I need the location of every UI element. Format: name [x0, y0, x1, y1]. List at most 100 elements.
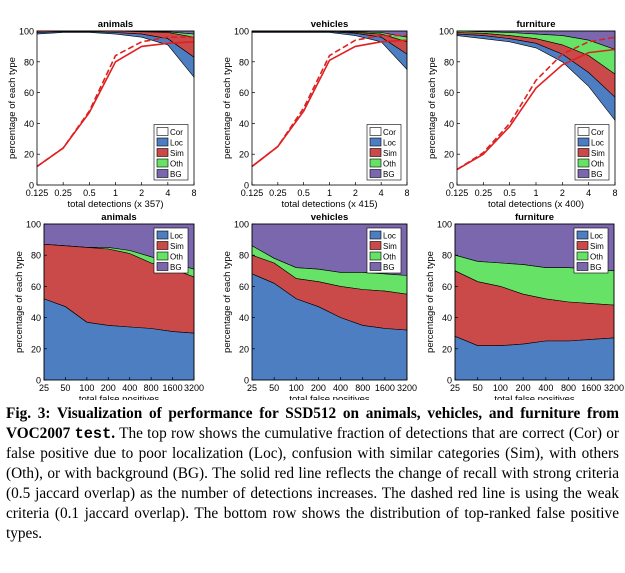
caption-body: The top row shows the cumulative fractio…: [6, 425, 619, 542]
x-axis-label: total detections (x 357): [67, 199, 163, 210]
legend-swatch-oth: [369, 158, 382, 168]
x-tick-label: 0.125: [241, 188, 264, 198]
x-tick-label: 400: [538, 383, 553, 393]
x-tick-label: 25: [247, 383, 257, 393]
chart-title: vehicles: [311, 19, 349, 30]
legend-label-oth: Oth: [170, 253, 183, 262]
x-tick-label: 100: [289, 383, 304, 393]
x-tick-label: 200: [516, 383, 531, 393]
recall-weak-line: [36, 36, 194, 168]
legend-label-sim: Sim: [170, 242, 184, 251]
y-axis-label: percentage of each type: [425, 251, 436, 353]
y-tick-label: 0: [449, 181, 454, 191]
recall-strong-line: [456, 48, 616, 171]
x-tick-label: 400: [333, 383, 348, 393]
y-tick-label: 20: [239, 344, 249, 354]
x-tick-label: 100: [493, 383, 508, 393]
legend-swatch-oth: [156, 158, 169, 168]
legend-swatch-cor: [369, 127, 382, 136]
y-tick-label: 60: [31, 282, 41, 292]
y-tick-label: 0: [29, 181, 34, 191]
x-tick-label: 0.25: [475, 188, 493, 198]
legend-label-loc: Loc: [590, 232, 603, 241]
legend-label-sim: Sim: [383, 149, 397, 158]
x-tick-label: 0.5: [83, 188, 96, 198]
legend-label-bg: BG: [590, 263, 602, 272]
x-tick-label: 1600: [581, 383, 601, 393]
chart-title: furniture: [515, 212, 554, 223]
x-tick-label: 3200: [397, 383, 417, 393]
x-tick-label: 0.25: [269, 188, 287, 198]
legend-swatch-loc: [369, 137, 382, 147]
x-tick-label: 800: [355, 383, 370, 393]
legend-label-loc: Loc: [591, 139, 604, 148]
legend-swatch-sim: [369, 148, 382, 157]
y-tick-label: 20: [442, 344, 452, 354]
legend-label-sim: Sim: [170, 149, 184, 158]
y-tick-label: 40: [24, 119, 34, 129]
x-tick-label: 4: [379, 188, 384, 198]
x-tick-label: 50: [60, 383, 70, 393]
legend-swatch-sim: [576, 241, 589, 250]
chart-top-animals: 0 20 40 60 80 100 0.125 0.25 0.5 1 2 4 8 animals total…: [7, 19, 197, 210]
chart-bottom-vehicles: 0 20 40 60 80 100 25 50 100 200 400 800 1600 3200 vehi…: [222, 212, 417, 400]
y-tick-label: 0: [36, 376, 41, 386]
legend-label-bg: BG: [383, 263, 395, 272]
y-tick-label: 80: [442, 251, 452, 261]
legend-swatch-loc: [156, 230, 169, 240]
chart-bottom-animals: 0 20 40 60 80 100 25 50 100 200 400 800 1600 3200 anim…: [14, 212, 204, 400]
x-tick-label: 8: [612, 188, 617, 198]
y-tick-label: 20: [444, 150, 454, 160]
x-axis-label: total false positives: [289, 394, 370, 400]
legend-label-oth: Oth: [170, 160, 183, 169]
legend-swatch-oth: [369, 251, 382, 261]
y-tick-label: 80: [239, 57, 249, 67]
y-tick-label: 0: [244, 376, 249, 386]
legend-swatch-bg: [576, 262, 589, 271]
x-tick-label: 1600: [375, 383, 395, 393]
legend-swatch-sim: [156, 148, 169, 157]
legend-label-cor: Cor: [383, 128, 396, 137]
x-axis-label: total detections (x 415): [281, 199, 377, 210]
y-tick-label: 0: [447, 376, 452, 386]
y-tick-label: 100: [19, 27, 34, 37]
y-axis-label: percentage of each type: [7, 57, 18, 159]
x-tick-label: 100: [79, 383, 94, 393]
chart-title: furniture: [516, 19, 555, 30]
figure-caption: Fig. 3: Visualization of performance for…: [6, 404, 619, 544]
x-tick-label: 0.125: [446, 188, 469, 198]
legend-label-sim: Sim: [591, 149, 605, 158]
x-tick-label: 0.5: [297, 188, 310, 198]
x-tick-label: 0.125: [26, 188, 49, 198]
legend-label-bg: BG: [170, 263, 182, 272]
x-tick-label: 3200: [184, 383, 204, 393]
x-tick-label: 1: [533, 188, 538, 198]
y-tick-label: 80: [239, 251, 249, 261]
legend-swatch-cor: [156, 127, 169, 136]
recall-weak-line: [251, 34, 407, 168]
y-tick-label: 20: [24, 150, 34, 160]
legend-swatch-bg: [156, 262, 169, 271]
y-tick-label: 80: [444, 57, 454, 67]
legend-swatch-sim: [369, 241, 382, 250]
legend-label-sim: Sim: [590, 242, 604, 251]
y-tick-label: 60: [442, 282, 452, 292]
x-tick-label: 2: [353, 188, 358, 198]
axes-frame: [251, 223, 408, 381]
legend-label-bg: BG: [591, 170, 603, 179]
legend-swatch-loc: [577, 137, 590, 147]
legend-swatch-oth: [577, 158, 590, 168]
x-tick-label: 1600: [163, 383, 183, 393]
axes-frame: [454, 223, 615, 381]
x-tick-label: 4: [165, 188, 170, 198]
y-tick-label: 80: [31, 251, 41, 261]
y-axis-label: percentage of each type: [14, 251, 25, 353]
y-tick-label: 40: [442, 313, 452, 323]
legend-label-oth: Oth: [383, 253, 396, 262]
x-tick-label: 4: [586, 188, 591, 198]
legend-swatch-bg: [156, 169, 169, 178]
